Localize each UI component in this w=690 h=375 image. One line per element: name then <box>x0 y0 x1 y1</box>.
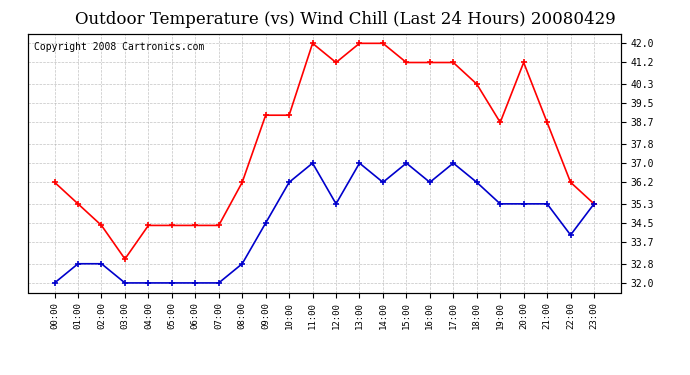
Text: Copyright 2008 Cartronics.com: Copyright 2008 Cartronics.com <box>34 42 204 51</box>
Text: Outdoor Temperature (vs) Wind Chill (Last 24 Hours) 20080429: Outdoor Temperature (vs) Wind Chill (Las… <box>75 11 615 28</box>
